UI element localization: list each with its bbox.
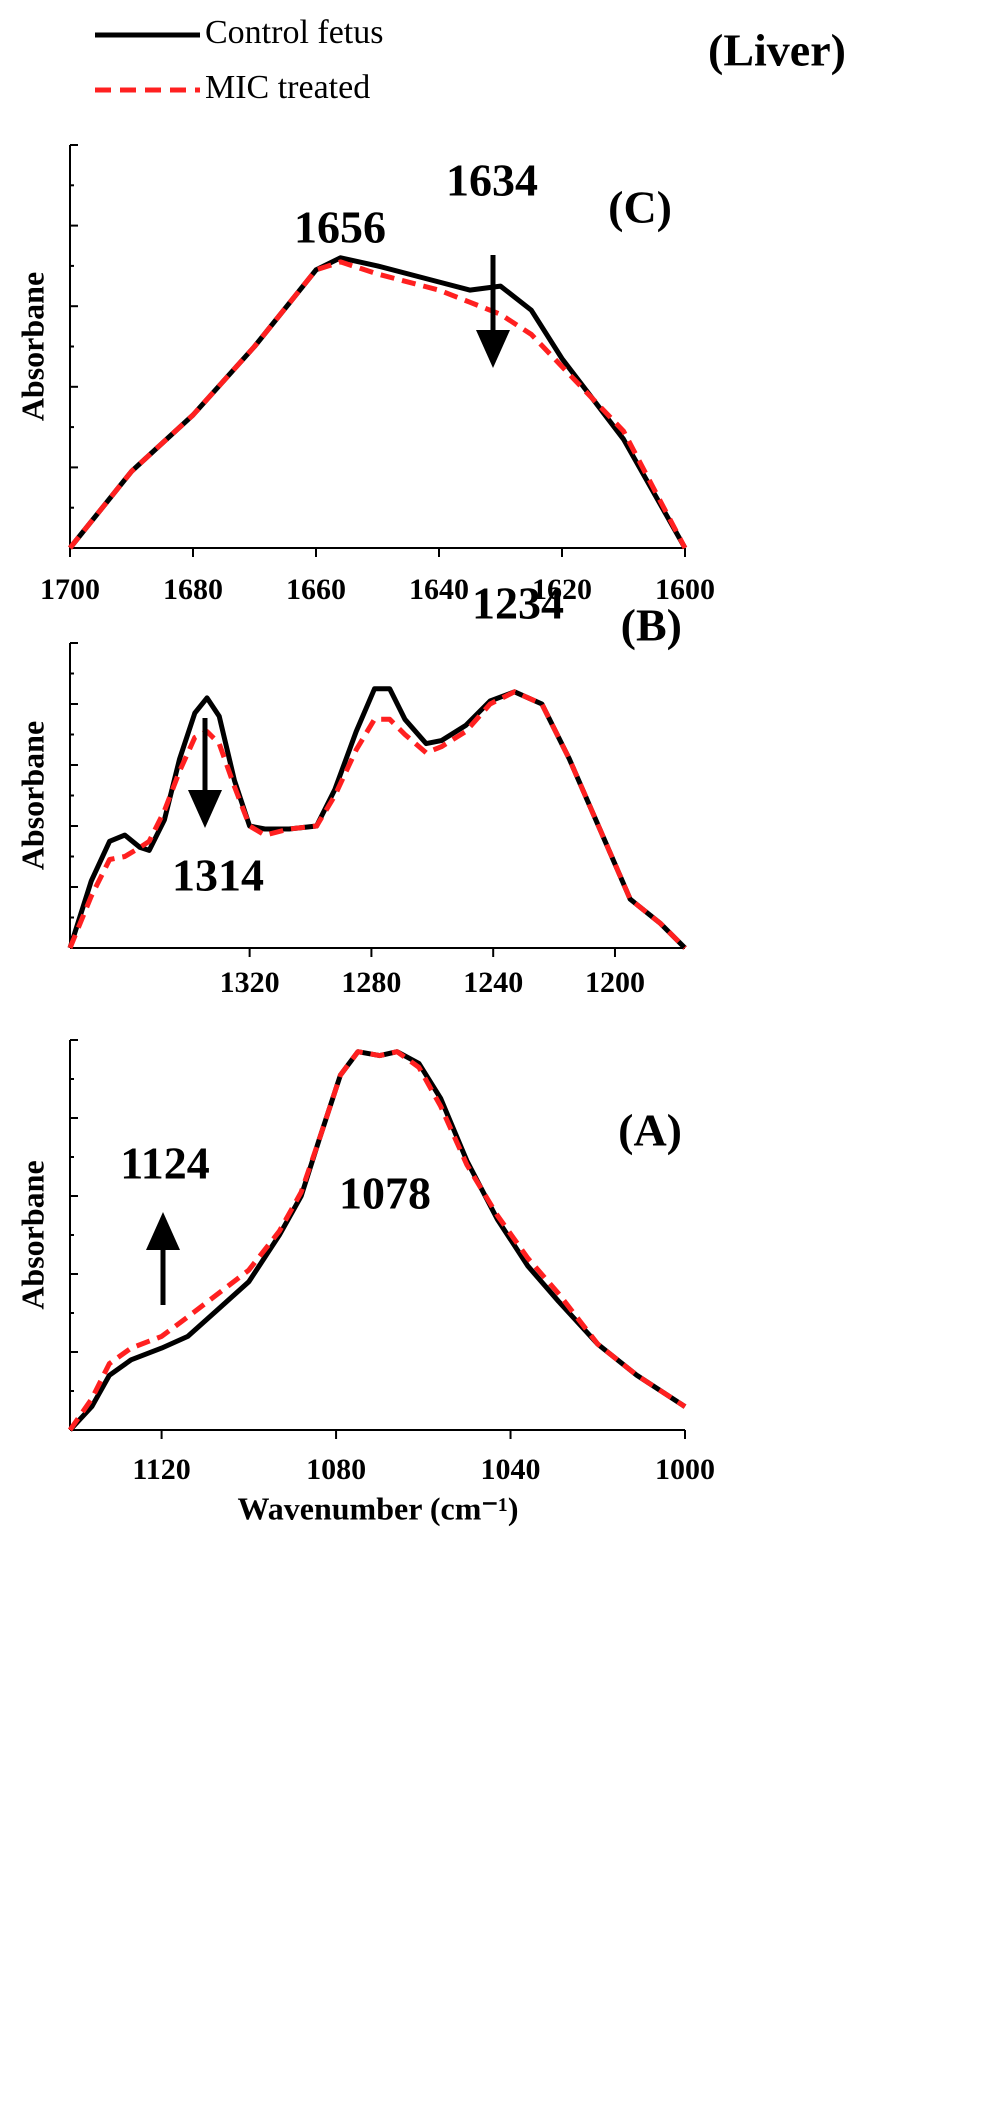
figure-title: (Liver)	[708, 25, 846, 76]
x-tick-label: 1680	[163, 573, 223, 606]
peak-label: 1124	[120, 1138, 209, 1189]
peak-label: 1656	[294, 202, 386, 253]
x-tick-label: 1040	[481, 1453, 541, 1486]
peak-label: 1314	[172, 850, 264, 901]
x-axis-label: Wavenumber (cm⁻¹)	[238, 1490, 519, 1526]
y-axis-label: Absorbane	[14, 1160, 50, 1309]
legend-label: MIC treated	[205, 69, 370, 106]
peak-label: 1634	[446, 155, 538, 206]
legend-label: Control fetus	[205, 14, 383, 51]
x-tick-label: 1660	[286, 573, 346, 606]
x-tick-label: 1700	[40, 573, 100, 606]
peak-label: 1234	[472, 578, 564, 629]
x-tick-label: 1600	[655, 573, 715, 606]
x-tick-label: 1120	[132, 1453, 190, 1486]
y-axis-label: Absorbane	[14, 272, 50, 421]
panel-label: (B)	[621, 600, 682, 651]
x-tick-label: 1200	[585, 966, 645, 999]
series-line	[68, 255, 688, 550]
panel-label: (A)	[618, 1105, 682, 1156]
series-line	[67, 689, 687, 950]
x-tick-label: 1000	[655, 1453, 715, 1486]
x-tick-label: 1080	[306, 1453, 366, 1486]
x-tick-label: 1280	[341, 966, 401, 999]
x-tick-label: 1320	[220, 966, 280, 999]
x-tick-label: 1640	[409, 573, 469, 606]
arrow-head	[146, 1212, 180, 1250]
series-line	[68, 1049, 687, 1432]
arrow-head	[476, 330, 510, 368]
series-line	[68, 259, 688, 550]
arrow-head	[188, 790, 222, 828]
panel-label: (C)	[608, 182, 672, 233]
x-tick-label: 1240	[463, 966, 523, 999]
x-tick-label: 1620	[532, 573, 592, 606]
peak-label: 1078	[339, 1168, 431, 1219]
y-axis-label: Absorbane	[14, 721, 50, 870]
